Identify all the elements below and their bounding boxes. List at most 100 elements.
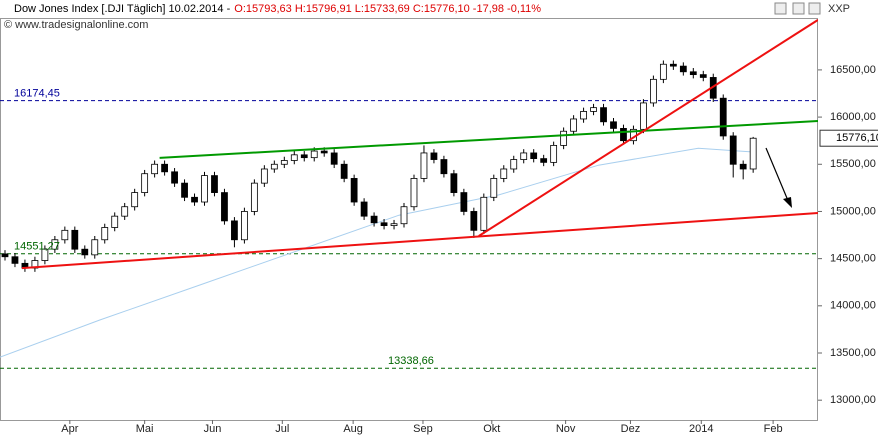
candle-body [161, 163, 168, 173]
button[interactable] [792, 2, 805, 15]
candle-body [450, 173, 458, 193]
candle-body [131, 192, 139, 208]
y-tick-label: 13000,00 [830, 394, 876, 406]
x-tick-label: Jun [204, 423, 222, 435]
candle-body [470, 211, 478, 231]
arrow-head [783, 197, 792, 208]
y-tick-label: 14500,00 [830, 253, 876, 265]
candle-body [420, 152, 428, 179]
candle-body [510, 159, 518, 170]
candle-body [61, 229, 69, 241]
candle-body [390, 223, 398, 227]
candle-body [560, 130, 568, 146]
candle-body [191, 196, 198, 203]
candle-body [659, 63, 667, 80]
button[interactable] [808, 2, 821, 15]
plot [0, 19, 818, 369]
last-price-label: 15776,10 [836, 132, 878, 144]
title: Dow Jones Index [.DJI Täglich] 10.02.201… [14, 3, 231, 15]
candle-body [241, 211, 248, 241]
window-buttons[interactable] [774, 2, 821, 15]
candle-body [719, 97, 727, 137]
candle-body [460, 192, 468, 212]
level-label: 16174,45 [14, 88, 60, 100]
candle-body [290, 154, 298, 161]
candle-body [620, 128, 627, 142]
candle-body [91, 239, 99, 256]
arrow-line [765, 147, 790, 204]
candle-body [121, 206, 129, 217]
candle-body [320, 150, 328, 154]
x-tick-label: Feb [764, 423, 783, 435]
candle-body [81, 248, 89, 256]
x-tick-label: Apr [61, 423, 78, 435]
x-tick-label: Nov [556, 423, 576, 435]
moving-average [0, 147, 754, 358]
candle-body [540, 158, 548, 163]
candle-body [310, 150, 318, 159]
candle-body [231, 220, 238, 241]
candle-body [380, 222, 388, 227]
x-tick-label: Aug [343, 423, 363, 435]
button[interactable] [774, 2, 787, 15]
candle-body [51, 239, 59, 250]
candle-body [41, 248, 49, 261]
x-tick-label: 2014 [689, 423, 713, 435]
candle-body [689, 71, 697, 76]
candle-body [211, 175, 218, 193]
candle-body [729, 135, 737, 165]
x-tick-label: Jul [275, 423, 289, 435]
trendline [159, 120, 818, 159]
candle-body [490, 178, 498, 198]
candle-body [699, 74, 707, 78]
candle-body [330, 152, 338, 165]
trendline [478, 19, 818, 237]
ohlc-summary: O:15793,63 H:15796,91 L:15733,69 C:15776… [234, 3, 541, 15]
candle-body [71, 229, 79, 250]
candle-body [260, 168, 268, 184]
candle-body [141, 173, 149, 193]
candle-body [410, 178, 418, 208]
level-label: 14551,27 [14, 241, 60, 253]
y-tick-label: 14000,00 [830, 300, 876, 312]
candle-body [181, 182, 188, 198]
candle-body [250, 182, 258, 212]
candle-body [440, 159, 448, 175]
candle-body [640, 102, 647, 130]
candle-body [280, 160, 288, 165]
candle-body [1, 253, 9, 258]
candle-body [221, 192, 228, 222]
x-tick-label: Okt [483, 423, 500, 435]
candle-body [610, 121, 617, 129]
candle-body [530, 152, 538, 160]
candle-body [350, 178, 358, 203]
y-tick-label: 15000,00 [830, 205, 876, 217]
candle-body [650, 78, 657, 104]
y-tick-label: 16500,00 [830, 64, 876, 76]
candle-body [550, 144, 558, 163]
last-price-box [819, 129, 878, 147]
x-tick-label: Dez [621, 423, 641, 435]
trendline [21, 212, 818, 270]
chart-title: Dow Jones Index [.DJI Täglich] 10.02.201… [14, 3, 541, 15]
plot-frame [0, 18, 818, 421]
y-tick-label: 13500,00 [830, 347, 876, 359]
candle-body [111, 215, 119, 228]
arrow [765, 147, 792, 208]
candle-body [600, 107, 607, 123]
candle-body [480, 196, 488, 231]
candle-body [360, 201, 368, 217]
candle-body [590, 107, 597, 112]
candle-body [679, 65, 687, 73]
candle-body [520, 152, 528, 160]
candle-body [580, 111, 587, 120]
candle-body [151, 163, 159, 175]
candle-body [340, 163, 348, 179]
candle-body [300, 154, 308, 159]
x-tick-label: Sep [413, 423, 433, 435]
candle-body [11, 256, 19, 264]
corner-label: XXP [828, 3, 850, 15]
candle-body [370, 215, 378, 224]
candle-body [101, 227, 109, 241]
